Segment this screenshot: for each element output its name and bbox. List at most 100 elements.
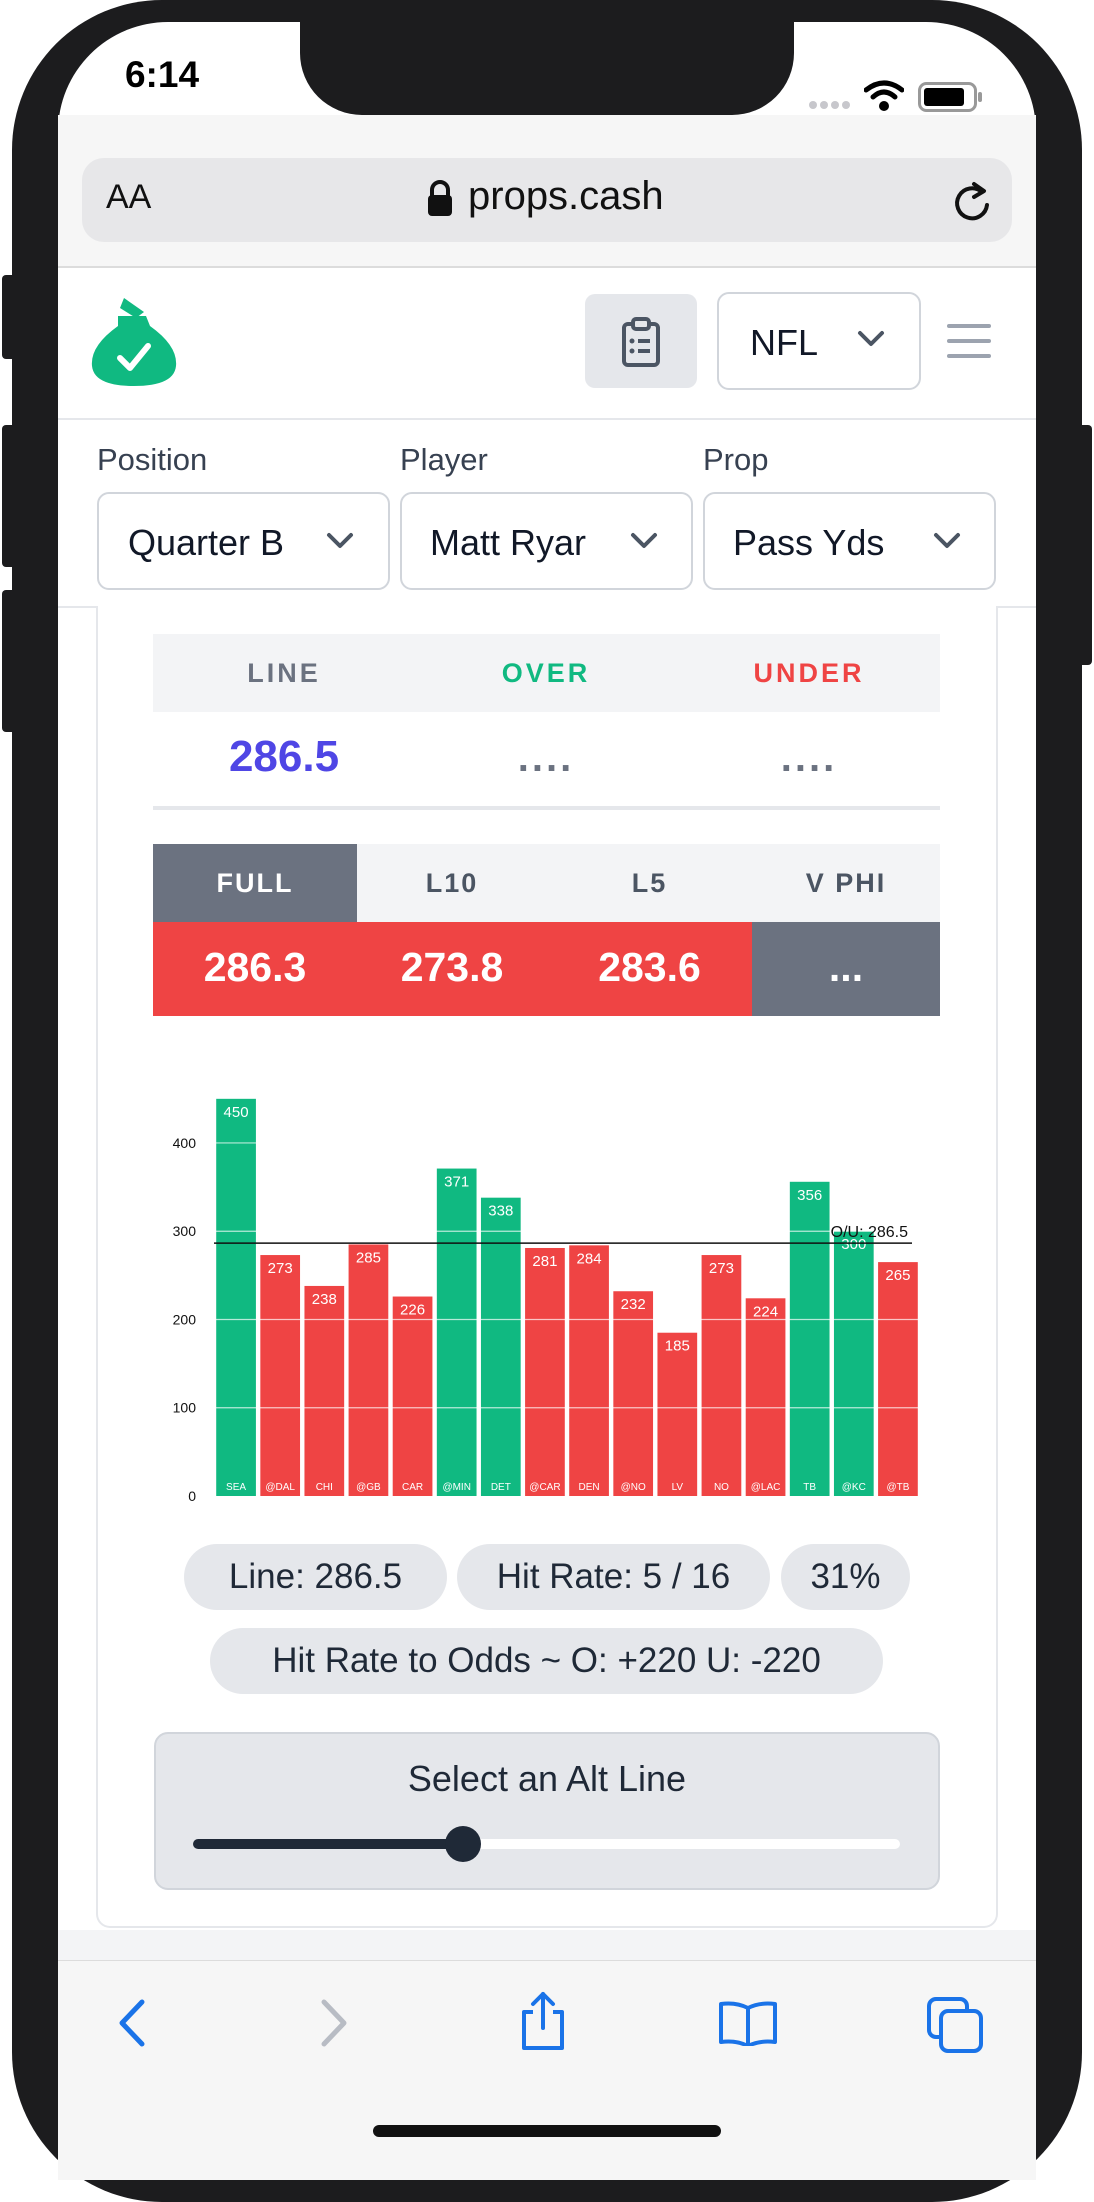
odds-pill: Hit Rate to Odds ~ O: +220 U: -220	[210, 1628, 883, 1694]
forward-icon[interactable]	[318, 1998, 352, 2048]
bar-value-label: 300	[841, 1236, 866, 1253]
chart-bar	[745, 1298, 786, 1496]
bar-value-label: 185	[665, 1338, 690, 1355]
line-value: 286.5	[228, 732, 340, 781]
y-tick-label: 400	[173, 1135, 197, 1151]
bookmarks-icon[interactable]	[718, 2000, 778, 2046]
over-odds: ....	[517, 736, 575, 780]
chart-bar	[304, 1285, 345, 1496]
line-pill: Line: 286.5	[184, 1544, 447, 1610]
clipboard-icon	[622, 317, 660, 367]
player-select-value: Matt Ryar	[430, 522, 587, 563]
reload-icon[interactable]	[952, 178, 992, 222]
tab-full[interactable]: FULL	[216, 868, 294, 898]
home-indicator	[373, 2125, 721, 2137]
bar-category-label: TB	[803, 1482, 816, 1493]
split-value-l10: 273.8	[400, 944, 504, 990]
bar-category-label: @KC	[842, 1482, 866, 1493]
address-bar[interactable]	[82, 158, 1012, 242]
bar-category-label: SEA	[226, 1482, 246, 1493]
position-select[interactable]	[97, 492, 390, 590]
chart-bar	[878, 1262, 918, 1496]
league-select-value: NFL	[750, 322, 819, 363]
bar-value-label: 281	[532, 1253, 557, 1270]
bar-category-label: @LAC	[751, 1482, 781, 1493]
power-button	[1078, 425, 1092, 665]
bar-category-label: @GB	[356, 1482, 381, 1493]
chart-bar	[216, 1098, 256, 1496]
hit-rate-pill: Hit Rate: 5 / 16	[457, 1544, 770, 1610]
chart-bar	[613, 1291, 654, 1496]
bar-value-label: 450	[224, 1104, 249, 1121]
chart-bar	[789, 1181, 830, 1496]
chevron-down-icon	[631, 533, 657, 548]
game-log-bar-chart: 0 100 200 300 400 450 SEA 273 @DAL 238 CHI 285 @GB 22…	[173, 1098, 920, 1504]
over-under-label: O/U: 286.5	[831, 1224, 908, 1241]
tab-vs-phi[interactable]: V PHI	[805, 868, 887, 898]
divider	[58, 266, 1036, 268]
chart-bar	[436, 1168, 477, 1496]
bar-value-label: 371	[444, 1174, 469, 1191]
lock-icon	[428, 180, 452, 216]
bar-value-label: 285	[356, 1249, 381, 1266]
chart-bar	[833, 1231, 874, 1496]
bar-category-label: DEN	[579, 1482, 600, 1493]
bar-category-label: DET	[491, 1482, 511, 1493]
bar-value-label: 273	[709, 1260, 734, 1277]
tab-l5[interactable]: L5	[631, 868, 668, 898]
chevron-down-icon	[858, 331, 884, 346]
over-header: OVER	[501, 658, 591, 688]
hit-pct-pill: 31%	[781, 1544, 910, 1610]
splits-vs-bg	[752, 922, 940, 1016]
under-odds: ....	[780, 736, 838, 780]
money-bag-logo-icon[interactable]	[90, 294, 178, 386]
league-select[interactable]	[717, 292, 921, 390]
chart-bar	[392, 1296, 433, 1496]
bar-value-label: 273	[268, 1260, 293, 1277]
url-text[interactable]: props.cash	[468, 174, 664, 218]
alt-line-slider-thumb[interactable]	[445, 1826, 481, 1862]
bar-value-label: 238	[312, 1291, 337, 1308]
mute-switch	[2, 275, 16, 359]
bar-value-label: 284	[577, 1250, 602, 1267]
y-tick-label: 0	[188, 1488, 196, 1504]
bar-category-label: @NO	[621, 1482, 646, 1493]
back-icon[interactable]	[114, 1998, 148, 2048]
bar-value-label: 265	[885, 1267, 910, 1284]
tab-full-active-bg	[153, 844, 357, 922]
chevron-down-icon	[934, 533, 960, 548]
position-select-value: Quarter B	[128, 522, 285, 563]
divider	[58, 418, 1036, 420]
volume-up-button	[2, 425, 16, 567]
hamburger-menu-icon[interactable]	[947, 322, 991, 360]
alt-line-slider-track[interactable]	[193, 1839, 900, 1849]
bar-value-label: 356	[797, 1187, 822, 1204]
status-time: 6:14	[124, 54, 200, 95]
tabs-icon[interactable]	[926, 1996, 984, 2054]
chart-bar	[260, 1255, 301, 1496]
y-tick-label: 100	[173, 1400, 197, 1416]
prop-select[interactable]	[703, 492, 996, 590]
chart-bar	[525, 1247, 565, 1496]
alt-line-slider-fill	[193, 1839, 463, 1849]
volume-down-button	[2, 590, 16, 732]
chart-bar	[480, 1197, 521, 1496]
bar-value-label: 338	[488, 1203, 513, 1220]
bar-value-label: 226	[400, 1302, 425, 1319]
divider	[153, 806, 940, 810]
bar-value-label: 224	[753, 1303, 778, 1320]
prop-select-value: Pass Yds	[733, 522, 885, 563]
share-icon[interactable]	[518, 1990, 568, 2052]
chart-bar	[348, 1244, 389, 1496]
tab-l10[interactable]: L10	[425, 868, 479, 898]
position-label: Position	[97, 442, 208, 477]
chart-bar	[569, 1245, 609, 1496]
alt-line-panel	[154, 1732, 940, 1890]
battery-icon	[918, 82, 982, 112]
bar-value-label: 232	[621, 1296, 646, 1313]
notch	[300, 0, 794, 115]
player-select[interactable]	[400, 492, 693, 590]
text-size-button[interactable]: AA	[106, 178, 152, 216]
chart-bar	[657, 1332, 698, 1496]
bar-category-label: @DAL	[265, 1482, 295, 1493]
